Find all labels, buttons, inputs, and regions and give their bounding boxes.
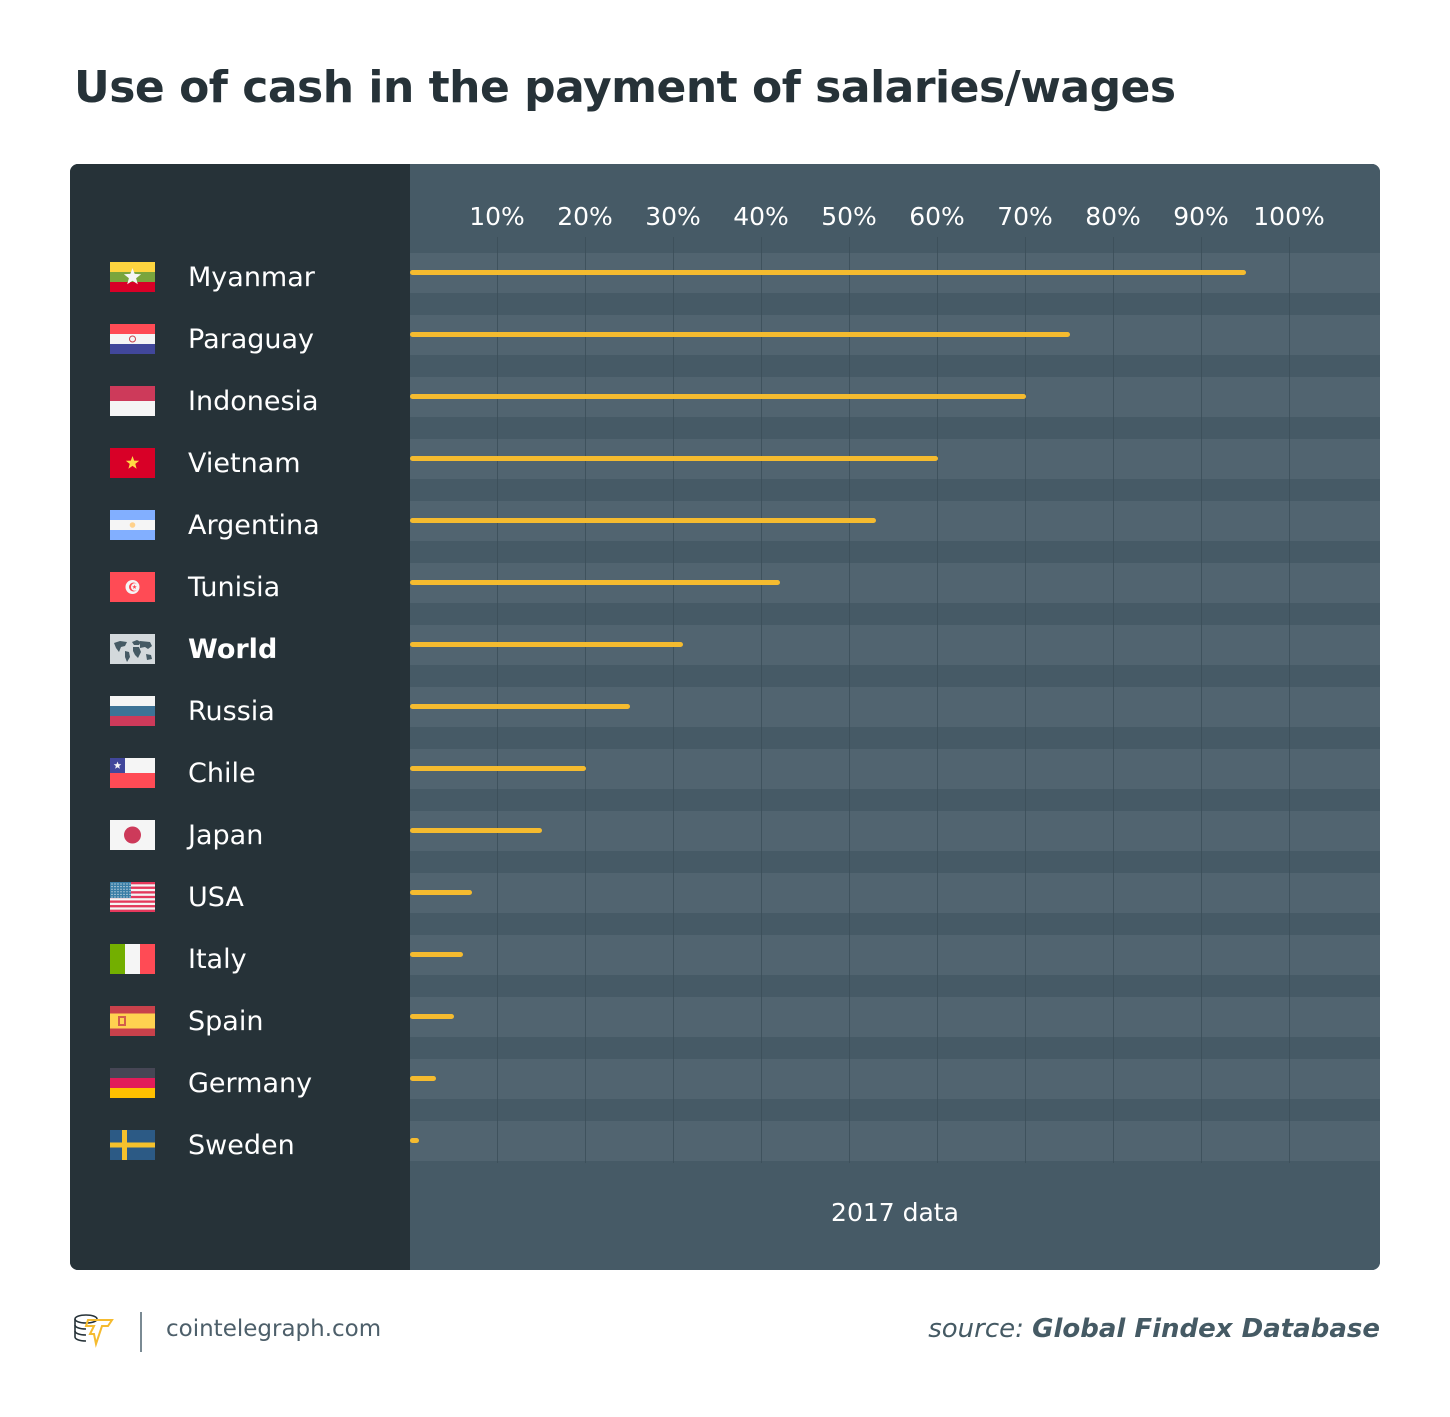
x-tick-label: 100% bbox=[1253, 202, 1325, 231]
germany-flag-icon bbox=[110, 1068, 155, 1098]
row-tunisia: Tunisia bbox=[110, 567, 280, 607]
chart-panel: Myanmar Paraguay Indonesia Vietnam Argentina… bbox=[70, 164, 1380, 1270]
tunisia-flag-icon bbox=[110, 572, 155, 602]
bar-japan bbox=[410, 828, 542, 833]
country-label: Germany bbox=[188, 1067, 313, 1099]
country-label: Myanmar bbox=[188, 261, 315, 293]
gridline bbox=[1113, 237, 1114, 1163]
russia-flag-icon bbox=[110, 696, 155, 726]
row-argentina: Argentina bbox=[110, 505, 320, 545]
row-band bbox=[410, 811, 1380, 851]
row-japan: Japan bbox=[110, 815, 263, 855]
bar-usa bbox=[410, 890, 472, 895]
row-paraguay: Paraguay bbox=[110, 319, 314, 359]
row-germany: Germany bbox=[110, 1063, 312, 1103]
row-band bbox=[410, 1059, 1380, 1099]
bar-russia bbox=[410, 704, 630, 709]
x-tick-label: 60% bbox=[909, 202, 965, 231]
x-tick-label: 90% bbox=[1173, 202, 1229, 231]
row-band bbox=[410, 997, 1380, 1037]
gridline bbox=[761, 237, 762, 1163]
row-chile: Chile bbox=[110, 753, 256, 793]
spain-flag-icon bbox=[110, 1006, 155, 1036]
bar-paraguay bbox=[410, 332, 1070, 337]
bar-indonesia bbox=[410, 394, 1026, 399]
country-label: Russia bbox=[188, 695, 275, 727]
gridline bbox=[673, 237, 674, 1163]
bar-tunisia bbox=[410, 580, 780, 585]
usa-flag-icon bbox=[110, 882, 155, 912]
country-sidebar: Myanmar Paraguay Indonesia Vietnam Argentina… bbox=[70, 164, 410, 1270]
chart-title: Use of cash in the payment of salaries/w… bbox=[74, 62, 1176, 113]
gridline bbox=[1201, 237, 1202, 1163]
gridline bbox=[497, 237, 498, 1163]
bar-vietnam bbox=[410, 456, 938, 461]
row-russia: Russia bbox=[110, 691, 275, 731]
x-tick-label: 70% bbox=[997, 202, 1053, 231]
x-tick-label: 50% bbox=[821, 202, 877, 231]
bar-germany bbox=[410, 1076, 437, 1081]
row-myanmar: Myanmar bbox=[110, 257, 315, 297]
gridline bbox=[1289, 237, 1290, 1163]
country-label: Argentina bbox=[188, 509, 320, 541]
country-label: USA bbox=[188, 881, 244, 913]
x-tick-label: 20% bbox=[557, 202, 613, 231]
row-world: World bbox=[110, 629, 277, 669]
x-tick-label: 30% bbox=[645, 202, 701, 231]
x-tick-label: 10% bbox=[469, 202, 525, 231]
italy-flag-icon bbox=[110, 944, 155, 974]
country-label: Vietnam bbox=[188, 447, 301, 479]
data-year-note: 2017 data bbox=[831, 1198, 959, 1227]
gridline bbox=[585, 237, 586, 1163]
bar-world bbox=[410, 642, 683, 647]
row-spain: Spain bbox=[110, 1001, 263, 1041]
row-sweden: Sweden bbox=[110, 1125, 295, 1165]
bar-italy bbox=[410, 952, 463, 957]
row-indonesia: Indonesia bbox=[110, 381, 319, 421]
source-name: Global Findex Database bbox=[1032, 1314, 1380, 1344]
bar-myanmar bbox=[410, 270, 1246, 275]
source-credit: source: Global Findex Database bbox=[928, 1314, 1380, 1344]
japan-flag-icon bbox=[110, 820, 155, 850]
gridline bbox=[1025, 237, 1026, 1163]
row-usa: USA bbox=[110, 877, 244, 917]
indonesia-flag-icon bbox=[110, 386, 155, 416]
row-band bbox=[410, 1121, 1380, 1161]
row-vietnam: Vietnam bbox=[110, 443, 301, 483]
country-label: Italy bbox=[188, 943, 247, 975]
country-label: Spain bbox=[188, 1005, 264, 1037]
country-label: Indonesia bbox=[188, 385, 319, 417]
paraguay-flag-icon bbox=[110, 324, 155, 354]
world-map-icon bbox=[110, 634, 155, 664]
country-label: Sweden bbox=[188, 1129, 295, 1161]
country-label: Japan bbox=[188, 819, 264, 851]
gridline bbox=[937, 237, 938, 1163]
plot-area: 10% 20% 30% 40% 50% 60% 70% 80% 90% 100% 2017 dat… bbox=[410, 164, 1380, 1270]
source-label: source: bbox=[928, 1314, 1024, 1344]
footer-divider bbox=[140, 1312, 142, 1352]
country-label: Tunisia bbox=[188, 571, 281, 603]
row-band bbox=[410, 935, 1380, 975]
argentina-flag-icon bbox=[110, 510, 155, 540]
bar-sweden bbox=[410, 1138, 419, 1143]
bar-spain bbox=[410, 1014, 454, 1019]
country-label: World bbox=[188, 633, 278, 665]
sweden-flag-icon bbox=[110, 1130, 155, 1160]
x-tick-label: 80% bbox=[1085, 202, 1141, 231]
vietnam-flag-icon bbox=[110, 448, 155, 478]
cointelegraph-logo-icon bbox=[74, 1314, 114, 1348]
chile-flag-icon bbox=[110, 758, 155, 788]
footer-site-link[interactable]: cointelegraph.com bbox=[166, 1316, 382, 1342]
row-band bbox=[410, 873, 1380, 913]
gridline bbox=[849, 237, 850, 1163]
row-italy: Italy bbox=[110, 939, 247, 979]
x-tick-label: 40% bbox=[733, 202, 789, 231]
country-label: Paraguay bbox=[188, 323, 315, 355]
bar-chile bbox=[410, 766, 586, 771]
myanmar-flag-icon bbox=[110, 262, 155, 292]
bar-argentina bbox=[410, 518, 877, 523]
country-label: Chile bbox=[188, 757, 256, 789]
